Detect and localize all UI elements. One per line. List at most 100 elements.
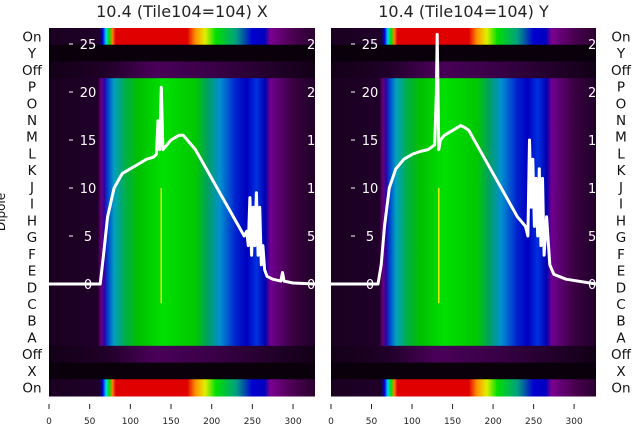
row-label-right: C (616, 297, 625, 313)
inner-y-tick-label: 10 (362, 182, 379, 197)
row-label: Off (22, 347, 43, 363)
row-label-right: Y (616, 46, 626, 62)
x-tick-label: 200 (484, 417, 501, 427)
row-label-right: A (616, 330, 626, 346)
panel-gap (315, 25, 331, 400)
heatmap-row-off (331, 61, 596, 79)
power-line (331, 32, 597, 286)
inner-y-tick-label: 25 (362, 38, 379, 53)
x-tick-label: 50 (84, 417, 96, 427)
heatmap-row-i (331, 195, 596, 213)
heatmap-row-e (49, 262, 315, 280)
row-label-right: B (616, 314, 625, 330)
panel-gap (596, 25, 640, 400)
row-label-right: X (616, 364, 625, 380)
inner-y-tick-label: 10 (80, 182, 97, 197)
inner-y-tick-label-right: 0 (307, 278, 315, 293)
row-label: H (27, 213, 37, 229)
inner-y-tick-label-right: 5 (588, 230, 596, 245)
row-label: X (27, 364, 36, 380)
inner-y-tick-label-right: 0 (588, 278, 596, 293)
row-label-right: M (615, 130, 627, 146)
row-label-right: E (617, 264, 626, 280)
inner-y-tick-label: 20 (80, 86, 97, 101)
inner-y-tick-label: 25 (80, 38, 97, 53)
x-tick-label: 300 (284, 417, 301, 427)
row-label-right: On (611, 29, 630, 45)
x-tick-label: 200 (203, 417, 220, 427)
row-label: On (22, 29, 41, 45)
heatmap-row-y (49, 44, 315, 62)
inner-y-tick-label: 5 (84, 230, 92, 245)
row-label-right: G (616, 230, 626, 246)
row-label-right: D (616, 280, 626, 296)
chart-title: 10.4 (Tile104=104) Y (378, 2, 549, 21)
heatmap-row-p (331, 78, 596, 96)
inner-y-tick-label: 15 (362, 134, 379, 149)
row-label: F (28, 247, 36, 263)
row-label: Y (27, 46, 37, 62)
row-label-right: I (619, 197, 623, 213)
heatmap-row-m (49, 128, 315, 146)
x-tick-label: 100 (403, 417, 420, 427)
heatmap-row-on (331, 28, 596, 46)
row-label-right: J (618, 180, 623, 196)
heatmap-row-a (331, 329, 596, 347)
heatmap-row-b (49, 312, 315, 330)
inner-y-tick-label: 20 (362, 86, 379, 101)
x-tick-label: 150 (444, 417, 461, 427)
heatmap-row-l (49, 145, 315, 163)
heatmap-row-n (331, 111, 596, 129)
power-line (49, 85, 316, 286)
heatmap-row-x (331, 362, 596, 380)
heatmap-row-on (49, 379, 315, 397)
row-label: M (26, 130, 38, 146)
inner-y-tick-label: 15 (80, 134, 97, 149)
heatmap-row-off (49, 345, 315, 364)
row-label-right: P (617, 80, 625, 96)
row-label: K (28, 163, 38, 179)
row-label-right: K (617, 163, 627, 179)
y-axis-label: Dipole (0, 193, 8, 231)
heatmap-row-g (331, 228, 596, 246)
heatmap-row-i (49, 195, 315, 213)
inner-y-tick-label: 5 (366, 230, 374, 245)
row-label: A (27, 330, 37, 346)
row-label: I (30, 197, 34, 213)
row-label: Off (22, 63, 43, 79)
heatmap-row-f (331, 245, 596, 263)
row-label: B (27, 314, 36, 330)
row-label: L (28, 146, 36, 162)
row-label-right: L (617, 146, 625, 162)
heatmap-row-d (331, 278, 596, 297)
heatmap-row-on (49, 28, 315, 46)
heatmap-row-e (331, 262, 596, 280)
row-label: O (27, 96, 38, 112)
heatmap-row-c (49, 295, 315, 313)
x-tick-label: 300 (566, 417, 583, 427)
heatmap-row-h (331, 212, 596, 230)
x-tick-label: 150 (162, 417, 179, 427)
heatmap-row-d (49, 278, 315, 297)
row-label: C (27, 297, 36, 313)
row-label: D (27, 280, 37, 296)
heatmap-row-k (49, 161, 315, 180)
row-label-right: N (616, 113, 626, 129)
row-label: J (29, 180, 34, 196)
row-label-right: O (616, 96, 627, 112)
row-label-right: Off (611, 63, 632, 79)
heatmap-row-o (49, 94, 315, 113)
chart-title: 10.4 (Tile104=104) X (96, 2, 268, 21)
heatmap-row-a (49, 329, 315, 347)
heatmap-row-c (331, 295, 596, 313)
row-label: On (22, 381, 41, 397)
heatmap-row-off (49, 61, 315, 79)
heatmap-row-x (49, 362, 315, 380)
heatmap-row-h (49, 212, 315, 230)
x-tick-label: 0 (328, 417, 334, 427)
heatmap-row-o (331, 94, 596, 113)
row-label-right: H (616, 213, 626, 229)
row-label: P (28, 80, 36, 96)
x-tick-label: 100 (122, 417, 139, 427)
